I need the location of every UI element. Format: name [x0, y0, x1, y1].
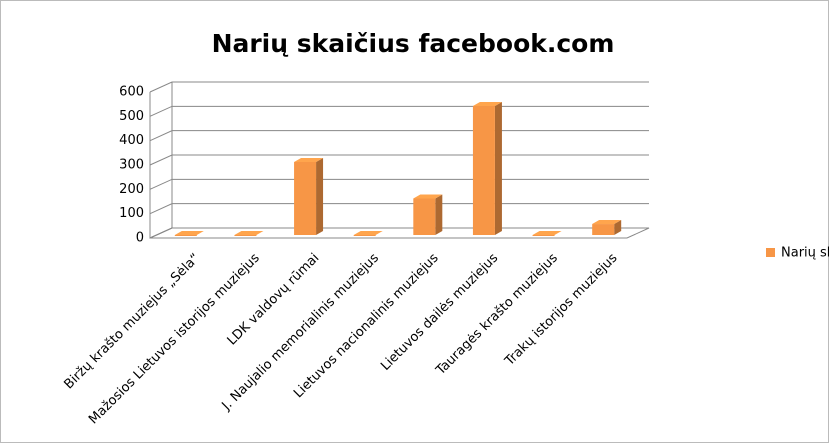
bar-top	[592, 220, 622, 225]
y-tick-label: 100	[119, 206, 144, 221]
bar-side	[435, 194, 443, 235]
legend-swatch	[766, 248, 775, 257]
bar-side	[316, 158, 324, 235]
y-tick-label: 0	[136, 231, 144, 246]
bar	[294, 158, 324, 235]
bar	[592, 220, 622, 235]
bar-front	[413, 198, 436, 235]
bar	[472, 102, 502, 236]
bar-top	[294, 158, 324, 162]
bar-top	[413, 194, 443, 199]
bar-front	[592, 224, 615, 235]
bar-front	[234, 235, 257, 236]
y-tick-label: 600	[119, 85, 144, 100]
floor	[149, 227, 650, 239]
bar-top	[472, 102, 502, 107]
bar-front	[472, 106, 495, 236]
y-tick-label: 200	[119, 182, 144, 197]
bar	[353, 231, 383, 236]
bar-side	[494, 102, 502, 236]
bar-front	[353, 235, 376, 236]
bar-front	[174, 235, 197, 236]
y-tick-label: 400	[119, 133, 144, 148]
bar-top	[353, 231, 383, 235]
bar	[174, 231, 204, 236]
bar	[234, 231, 264, 236]
bar-top	[174, 231, 204, 235]
y-tick-label: 300	[119, 158, 144, 173]
bar-top	[532, 231, 562, 235]
grid-line	[149, 81, 649, 93]
bar-top	[234, 231, 264, 235]
bar-front	[532, 235, 555, 236]
bar-side	[614, 220, 622, 235]
y-tick-label: 500	[119, 109, 144, 124]
bar	[413, 194, 443, 235]
bar	[532, 231, 562, 236]
chart-title: Narių skaičius facebook.com	[212, 29, 615, 58]
bar-front	[294, 162, 317, 235]
legend-label: Narių skaičius	[781, 246, 829, 261]
